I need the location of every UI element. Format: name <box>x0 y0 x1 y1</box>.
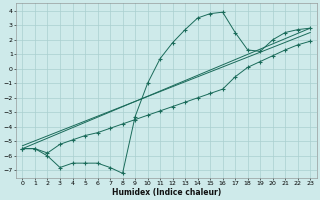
X-axis label: Humidex (Indice chaleur): Humidex (Indice chaleur) <box>112 188 221 197</box>
